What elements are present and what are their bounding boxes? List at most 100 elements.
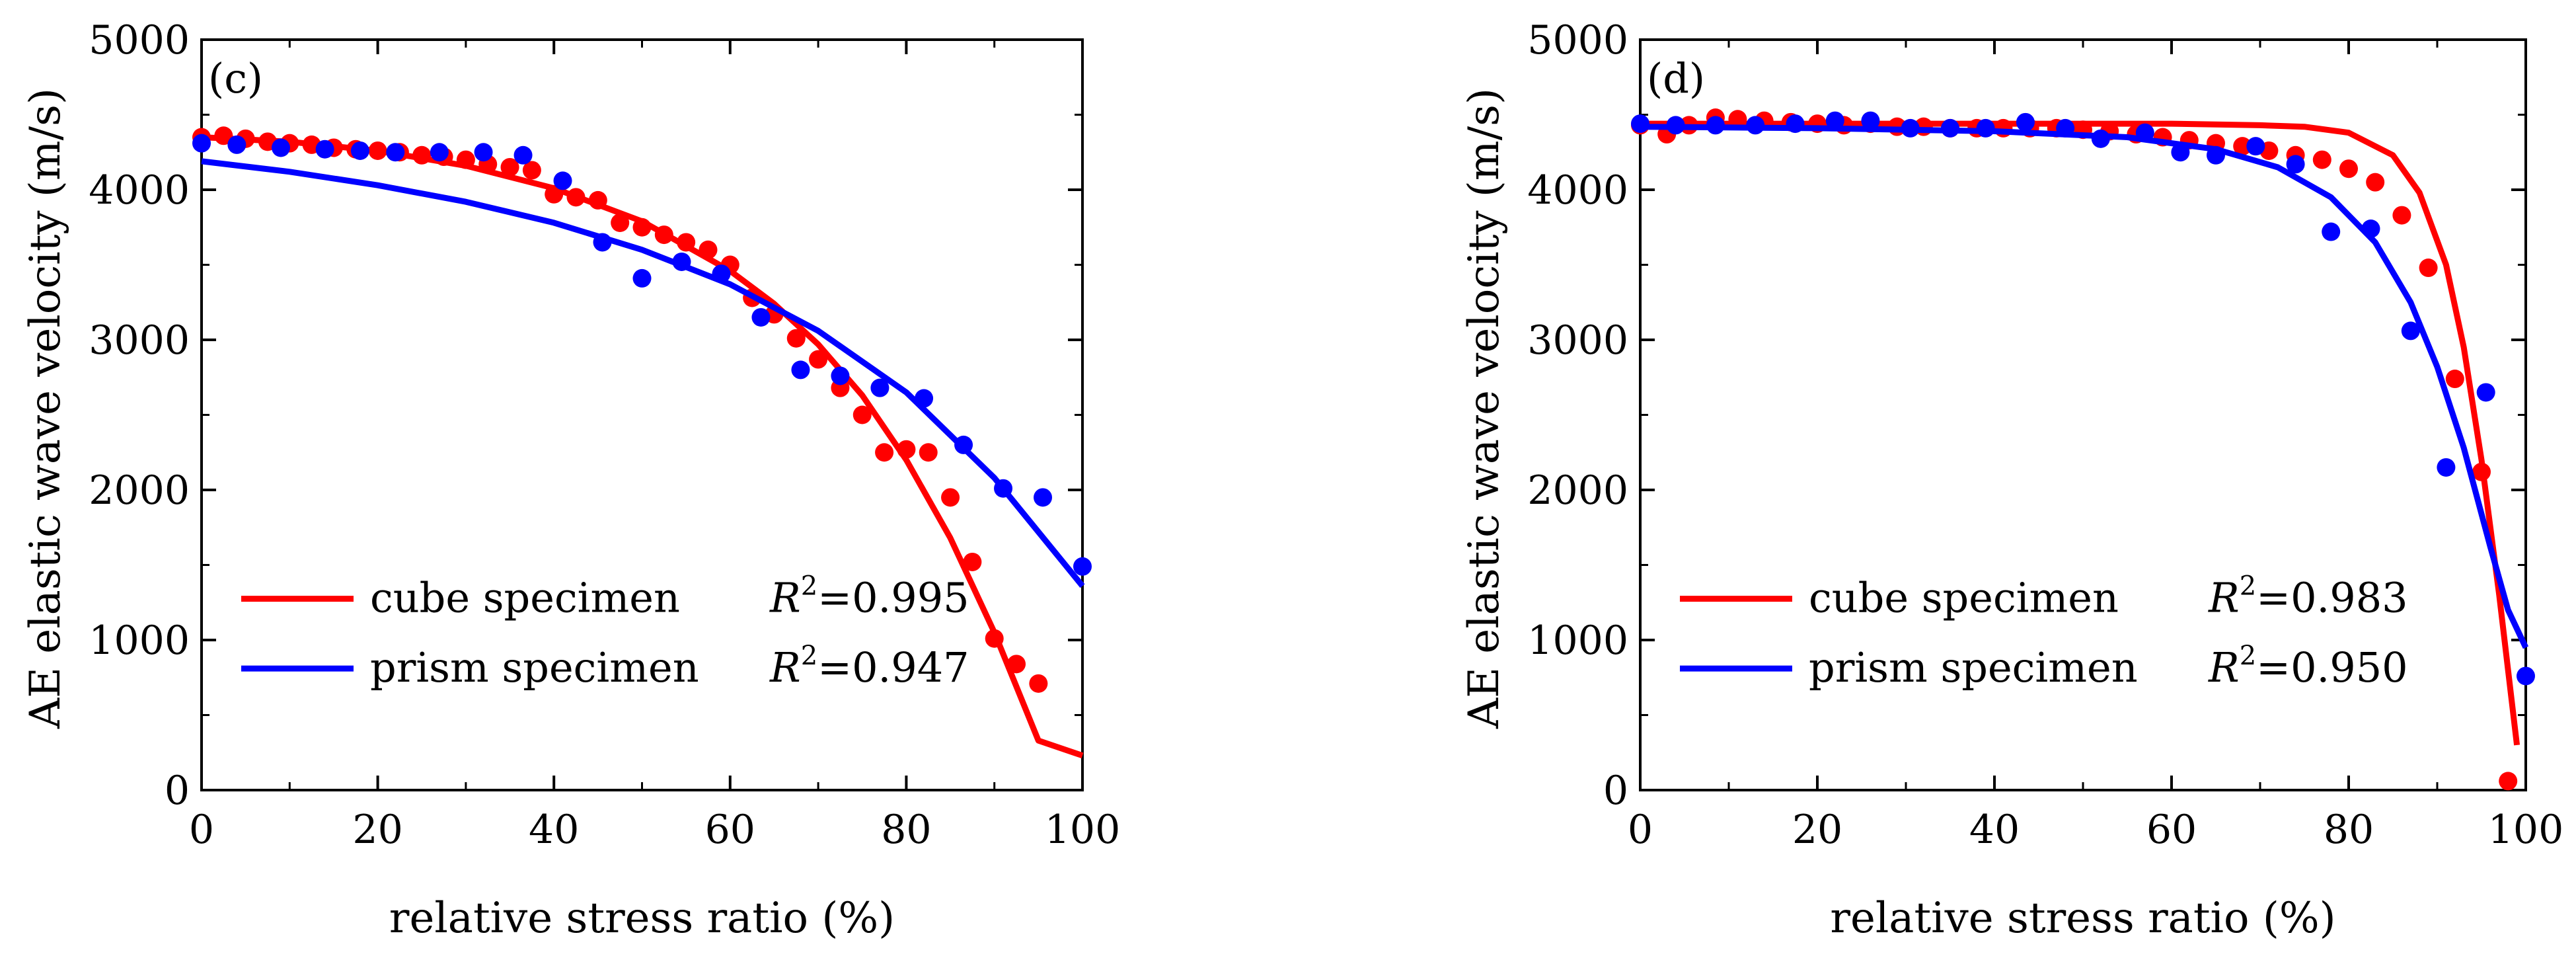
data-point bbox=[368, 141, 387, 160]
x-tick-label: 40 bbox=[529, 807, 579, 853]
legend-label: cube specimen bbox=[370, 574, 680, 622]
series-prism bbox=[192, 134, 1092, 588]
y-tick-label: 3000 bbox=[89, 317, 190, 364]
r2-symbol: R bbox=[2208, 574, 2240, 622]
series-cube bbox=[192, 126, 1084, 759]
legend-entry: cube specimen R2=0.995 bbox=[241, 571, 969, 622]
x-tick-label: 100 bbox=[1045, 807, 1121, 853]
data-point bbox=[271, 138, 290, 157]
legend-entry: prism specimen R2=0.950 bbox=[1680, 641, 2408, 692]
panel-d: 0 20 40 60 80 100010002000300040005000relativ… bbox=[1460, 17, 2563, 943]
x-tick-label: 100 bbox=[2488, 807, 2564, 853]
fit-line bbox=[201, 158, 1085, 588]
x-tick-label: 60 bbox=[2146, 807, 2197, 853]
x-tick-label: 80 bbox=[2324, 807, 2374, 853]
data-point bbox=[809, 350, 828, 369]
data-point bbox=[2401, 321, 2420, 341]
data-point bbox=[553, 171, 572, 190]
r2-superscript: 2 bbox=[801, 641, 817, 671]
data-point bbox=[2246, 137, 2265, 156]
data-point bbox=[386, 143, 405, 162]
data-point bbox=[2472, 462, 2491, 481]
panel-label: (c) bbox=[208, 54, 263, 102]
x-axis-title: relative stress ratio (%) bbox=[389, 894, 895, 943]
data-point bbox=[1825, 111, 1844, 130]
data-point bbox=[2499, 772, 2518, 791]
data-point bbox=[2322, 222, 2341, 241]
data-point bbox=[994, 479, 1013, 498]
data-point bbox=[632, 268, 652, 288]
data-point bbox=[1631, 114, 1649, 134]
data-point bbox=[522, 161, 541, 180]
data-point bbox=[1034, 488, 1053, 507]
data-point bbox=[2437, 458, 2456, 477]
data-point bbox=[1728, 110, 1747, 129]
data-point bbox=[2091, 129, 2110, 148]
data-point bbox=[430, 143, 449, 162]
data-point bbox=[985, 629, 1004, 648]
data-point bbox=[2016, 112, 2035, 132]
data-point bbox=[1976, 118, 1995, 138]
x-axis-title: relative stress ratio (%) bbox=[1830, 894, 2335, 943]
data-point bbox=[2207, 145, 2225, 165]
data-point bbox=[791, 360, 810, 380]
data-point bbox=[954, 435, 973, 454]
data-point bbox=[1706, 116, 1725, 135]
y-axis-title: AE elastic wave velocity (m/s) bbox=[21, 88, 70, 729]
data-point bbox=[2171, 143, 2190, 162]
data-point bbox=[712, 264, 731, 284]
data-point bbox=[2476, 383, 2495, 402]
r2-annotation: R2=0.950 bbox=[2208, 641, 2408, 692]
r2-value: =0.983 bbox=[2256, 574, 2407, 622]
data-point bbox=[915, 389, 934, 408]
x-tick-label: 60 bbox=[705, 807, 755, 853]
data-point bbox=[2419, 259, 2438, 278]
y-tick-label: 3000 bbox=[1527, 317, 1628, 364]
data-point bbox=[545, 184, 564, 204]
data-point bbox=[214, 126, 233, 145]
data-point bbox=[474, 143, 493, 162]
data-point bbox=[699, 240, 718, 259]
data-point bbox=[941, 488, 960, 507]
y-tick-label: 1000 bbox=[89, 618, 190, 664]
data-point bbox=[2361, 220, 2380, 239]
fit-line bbox=[1640, 124, 2529, 649]
legend-entry: prism specimen R2=0.947 bbox=[241, 641, 969, 692]
legend-label: prism specimen bbox=[370, 643, 699, 692]
data-point bbox=[500, 157, 519, 177]
x-tick-label: 0 bbox=[1628, 807, 1653, 853]
data-point bbox=[963, 552, 982, 571]
data-point bbox=[1786, 114, 1805, 134]
y-tick-label: 5000 bbox=[89, 17, 190, 63]
r2-value: =0.950 bbox=[2256, 643, 2407, 692]
r2-superscript: 2 bbox=[2240, 641, 2256, 671]
data-point bbox=[588, 190, 607, 210]
panel-c: 0 20 40 60 80 100010002000300040005000relativ… bbox=[21, 17, 1120, 943]
data-point bbox=[2339, 159, 2358, 179]
data-point bbox=[611, 213, 630, 232]
y-tick-label: 4000 bbox=[89, 167, 190, 214]
data-point bbox=[1746, 116, 1765, 135]
data-point bbox=[315, 140, 334, 159]
data-point bbox=[632, 218, 652, 237]
data-point bbox=[786, 329, 806, 348]
data-point bbox=[566, 188, 586, 207]
data-point bbox=[919, 443, 938, 462]
data-point bbox=[192, 134, 211, 153]
panel-label: (d) bbox=[1647, 54, 1705, 102]
r2-value: =0.947 bbox=[817, 643, 969, 692]
series-prism bbox=[1631, 111, 2535, 686]
r2-symbol: R bbox=[769, 643, 801, 692]
y-tick-label: 1000 bbox=[1527, 618, 1628, 664]
r2-annotation: R2=0.983 bbox=[2208, 571, 2408, 622]
data-point bbox=[672, 252, 691, 271]
x-tick-label: 20 bbox=[352, 807, 402, 853]
x-tick-label: 0 bbox=[189, 807, 214, 853]
data-point bbox=[1861, 111, 1880, 130]
r2-symbol: R bbox=[2208, 643, 2240, 692]
data-point bbox=[654, 225, 673, 245]
data-point bbox=[1029, 674, 1048, 693]
data-point bbox=[677, 233, 696, 252]
y-tick-label: 4000 bbox=[1527, 167, 1628, 214]
